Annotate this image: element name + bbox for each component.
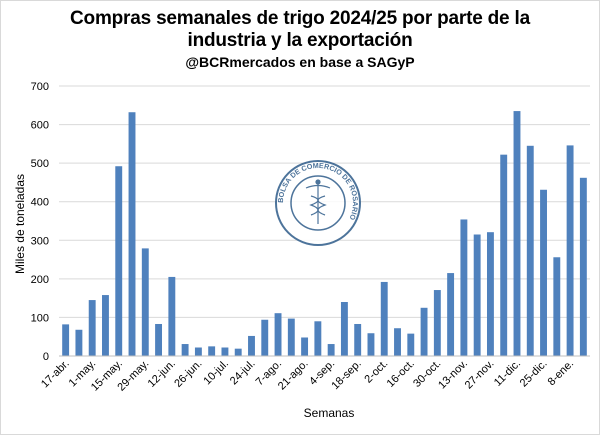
chart-title-line1: Compras semanales de trigo 2024/25 por p… (70, 8, 530, 29)
chart-title-line2: industria y la exportación (187, 30, 413, 51)
x-tick-label: 25-dic. (518, 358, 550, 390)
bar (261, 319, 269, 356)
x-tick-label: 12-jun. (146, 358, 178, 390)
x-tick-label: 24-jul. (228, 358, 258, 388)
bar (287, 318, 295, 356)
y-tick-label: 100 (31, 312, 49, 324)
x-axis-label: Semanas (304, 406, 355, 420)
chart-title: Compras semanales de trigo 2024/25 por p… (0, 8, 600, 52)
watermark-logo: BOLSA DE COMERCIO DE ROSARIO (275, 160, 361, 246)
bar (473, 234, 481, 356)
x-tick-label: 8-ene. (546, 358, 577, 389)
x-tick-label: 21-ago. (276, 358, 311, 393)
x-tick-label: 18-sep. (329, 358, 363, 392)
chart-subtitle: @BCRmercados en base a SAGyP (185, 54, 415, 70)
bar (447, 273, 455, 356)
bar (433, 290, 441, 356)
bar (141, 248, 149, 356)
y-tick-label: 400 (31, 197, 49, 209)
bar (340, 302, 348, 356)
x-tick-labels: 17-abr.1-may.15-may.29-may.12-jun.26-jun… (39, 358, 576, 394)
bars (62, 111, 587, 356)
bar (566, 145, 574, 356)
bar (420, 307, 428, 356)
bar (327, 344, 335, 356)
bar (460, 219, 468, 356)
y-tick-labels: 0 100 200 300 400 500 600 700 (31, 81, 49, 363)
bar (407, 333, 415, 356)
y-axis-label: Miles de toneladas (13, 174, 27, 274)
bar (115, 166, 123, 356)
y-tick-label: 500 (31, 158, 49, 170)
bar (500, 154, 508, 356)
x-tick-label: 27-nov. (463, 358, 497, 392)
x-tick-label: 16-oct. (385, 358, 417, 390)
bar (128, 112, 136, 356)
y-tick-label: 700 (31, 81, 49, 93)
bar (234, 348, 242, 356)
y-tick-label: 300 (31, 235, 49, 247)
bar (354, 323, 362, 356)
bar (194, 347, 202, 356)
bar (88, 300, 96, 356)
bar (62, 324, 70, 356)
bar (553, 257, 561, 356)
bar (486, 232, 494, 356)
caduceus-icon (305, 179, 331, 224)
bar (155, 323, 163, 356)
bar (513, 111, 521, 356)
x-tick-label: 10-jul. (201, 358, 231, 388)
bar (301, 337, 309, 356)
y-tick-label: 0 (43, 351, 49, 363)
logo-inner-ring (290, 175, 346, 231)
y-tick-label: 600 (31, 120, 49, 132)
bar (274, 313, 282, 356)
bar (540, 189, 547, 356)
x-tick-label: 26-jun. (172, 358, 204, 390)
bar (168, 276, 176, 356)
bar (221, 347, 229, 356)
y-tick-label: 200 (31, 274, 49, 286)
x-tick-label: 11-dic. (492, 358, 523, 389)
bar (102, 295, 109, 356)
bar (367, 333, 375, 356)
bar (526, 145, 534, 356)
bar (380, 281, 388, 356)
bar (314, 321, 322, 356)
bar (181, 344, 189, 356)
bar (394, 328, 401, 356)
bar (208, 346, 216, 356)
bar (579, 177, 587, 356)
bar (75, 329, 83, 356)
bar (248, 335, 255, 356)
